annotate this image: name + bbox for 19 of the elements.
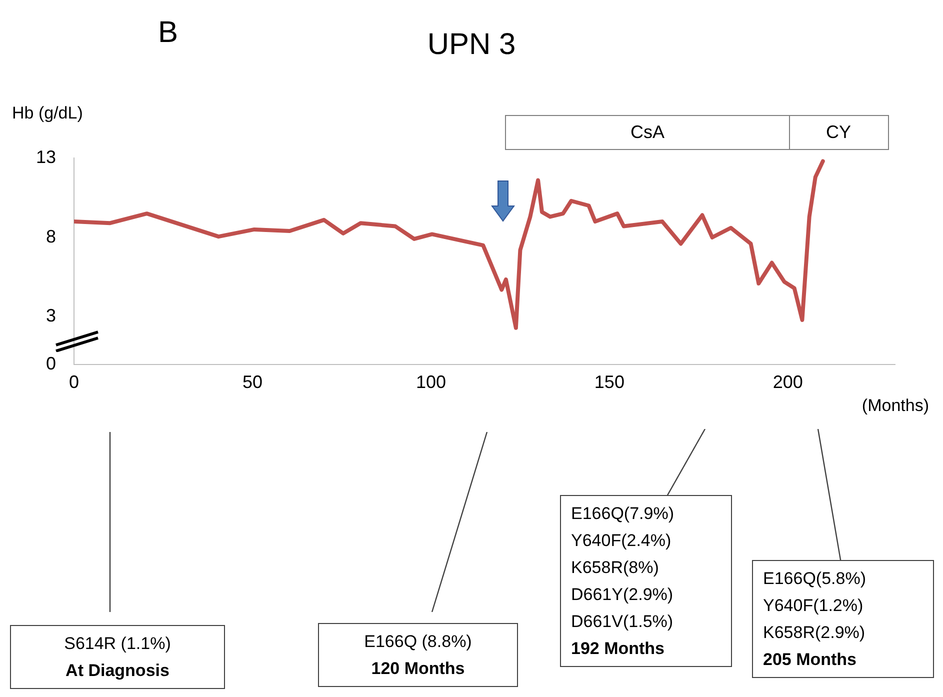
text: S614R (1.1%) At Diagnosis bbox=[63, 633, 172, 682]
text: CY bbox=[788, 115, 888, 150]
x-tick-label: 50 bbox=[242, 372, 263, 392]
y-tick-label: 13 bbox=[36, 146, 56, 167]
text: E166Q (8.8%) 120 Months bbox=[363, 631, 473, 680]
text: CsA bbox=[505, 115, 790, 150]
x-axis-title: (Months) bbox=[862, 396, 929, 416]
y-tick-label: 0 bbox=[46, 353, 56, 374]
text: E166Q(7.9%) Y640F(2.4%) K658R(8%) D661Y(2.9%) D661V(1.5%) 192 Months bbox=[571, 503, 675, 660]
text: E166Q(5.8%) Y640F(1.2%) K658R(2.9%) 205 Months bbox=[763, 568, 867, 671]
x-tick-label: 100 bbox=[416, 372, 446, 392]
x-tick-label: 150 bbox=[594, 372, 624, 392]
y-tick-label: 8 bbox=[46, 226, 56, 246]
chart-title: UPN 3 bbox=[427, 28, 516, 61]
x-tick-label: 200 bbox=[772, 372, 803, 392]
x-tick-label: 0 bbox=[69, 372, 80, 392]
y-tick-label: 3 bbox=[46, 306, 56, 326]
text: B bbox=[158, 16, 178, 50]
y-axis-title: Hb (g/dL) bbox=[12, 104, 83, 123]
